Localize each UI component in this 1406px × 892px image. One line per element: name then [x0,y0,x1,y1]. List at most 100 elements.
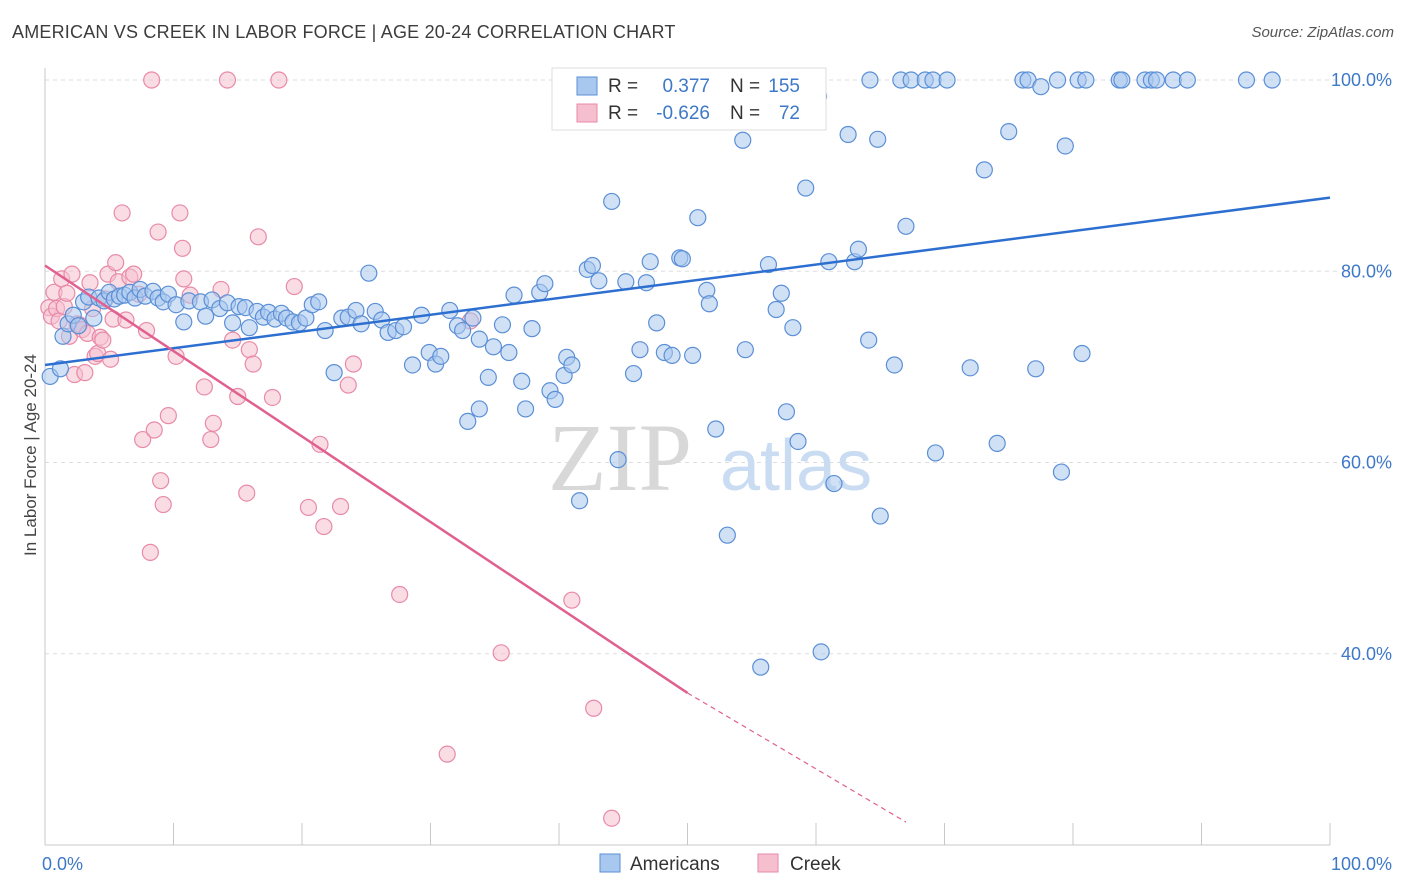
y-tick-label-80: 80.0% [1341,261,1392,281]
americans-point [479,368,497,386]
creek-point [563,591,581,609]
americans-point [394,318,413,336]
americans-point [736,341,754,359]
source-label: Source: ZipAtlas.com [1251,24,1394,41]
creek-point [204,414,222,432]
americans-point [1056,137,1074,155]
americans-point [861,71,879,89]
creek-point [94,331,112,349]
y-axis-label: In Labor Force | Age 20-24 [21,354,40,556]
americans-point [470,330,488,348]
americans-point [224,314,242,332]
creek-point [339,376,357,394]
creek-point [244,355,262,373]
americans-point [885,356,903,374]
americans-point [1052,463,1071,481]
americans-point [777,403,796,421]
legend-americans-swatch [599,853,621,873]
americans-point [961,359,979,377]
americans-point [1237,71,1256,89]
americans-point [707,420,725,438]
americans-point [784,319,802,337]
americans-point [1048,71,1067,89]
americans-point [897,217,915,235]
creek-trend-extension [687,692,907,823]
americans-point [700,295,718,313]
creek-point [299,498,318,517]
americans-point [432,347,450,365]
americans-point [1113,71,1131,89]
stats-legend: R = 0.377 N = 155 R = -0.626 N = 72 [551,67,827,131]
creek-point [81,274,99,292]
creek-point [171,204,189,222]
tick-labels: 40.0% 60.0% 80.0% 100.0% 0.0% 100.0% [42,70,1392,874]
y-tick-label-100: 100.0% [1331,70,1392,90]
americans-point [1032,78,1050,96]
creek-point [240,341,258,359]
creek-points [40,71,621,827]
creek-point [585,699,603,717]
creek-point [58,284,76,302]
legend-americans-label: Americans [630,854,720,875]
americans-point [663,346,681,364]
creek-point [263,388,282,407]
r-label-creek: R = [608,103,638,124]
r-value-americans: 0.377 [662,76,710,97]
americans-point [464,309,482,327]
x-tick-label-max: 100.0% [1331,854,1392,874]
americans-point [938,71,956,89]
americans-point [860,331,878,349]
axes [44,68,1331,846]
americans-point [849,240,868,258]
americans-point [516,400,535,418]
n-value-americans: 155 [768,76,800,97]
americans-point [869,130,887,148]
americans-point [839,125,857,144]
americans-point [871,507,889,525]
creek-point [249,228,267,246]
americans-point [734,131,752,149]
americans-point [641,253,659,271]
americans-point [197,307,215,325]
n-label-creek: N = [730,103,760,124]
r-value-creek: -0.626 [656,103,710,124]
americans-point [797,179,815,197]
creek-point [141,543,159,561]
creek-point [113,204,131,222]
creek-point [101,350,120,368]
americans-point [536,275,554,293]
americans-point [684,346,702,364]
creek-point [331,497,350,516]
creek-point [391,585,409,604]
americans-swatch [576,76,598,96]
trend-lines [44,196,1331,823]
americans-point [546,390,564,408]
legend-creek-label: Creek [790,854,841,875]
r-label-americans: R = [608,76,638,97]
americans-trend-line [44,196,1331,367]
creek-point [285,277,303,296]
americans-point [1077,71,1095,89]
americans-point [563,356,581,374]
americans-point [789,432,807,451]
americans-point [631,341,649,359]
americans-point [175,313,193,331]
creek-point [603,809,621,827]
americans-point [825,474,843,493]
americans-point [513,372,531,390]
creek-point [134,430,152,449]
americans-point [718,526,736,544]
n-value-creek: 72 [779,103,800,124]
americans-point [1178,71,1196,89]
americans-point [1263,71,1281,89]
creek-point [438,745,456,763]
creek-point [270,71,288,89]
americans-point [484,338,503,356]
y-tick-label-40: 40.0% [1341,644,1392,664]
americans-point [69,317,88,335]
creek-point [125,265,143,283]
creek-point [195,378,213,396]
americans-point [505,286,523,304]
americans-point [603,192,621,211]
